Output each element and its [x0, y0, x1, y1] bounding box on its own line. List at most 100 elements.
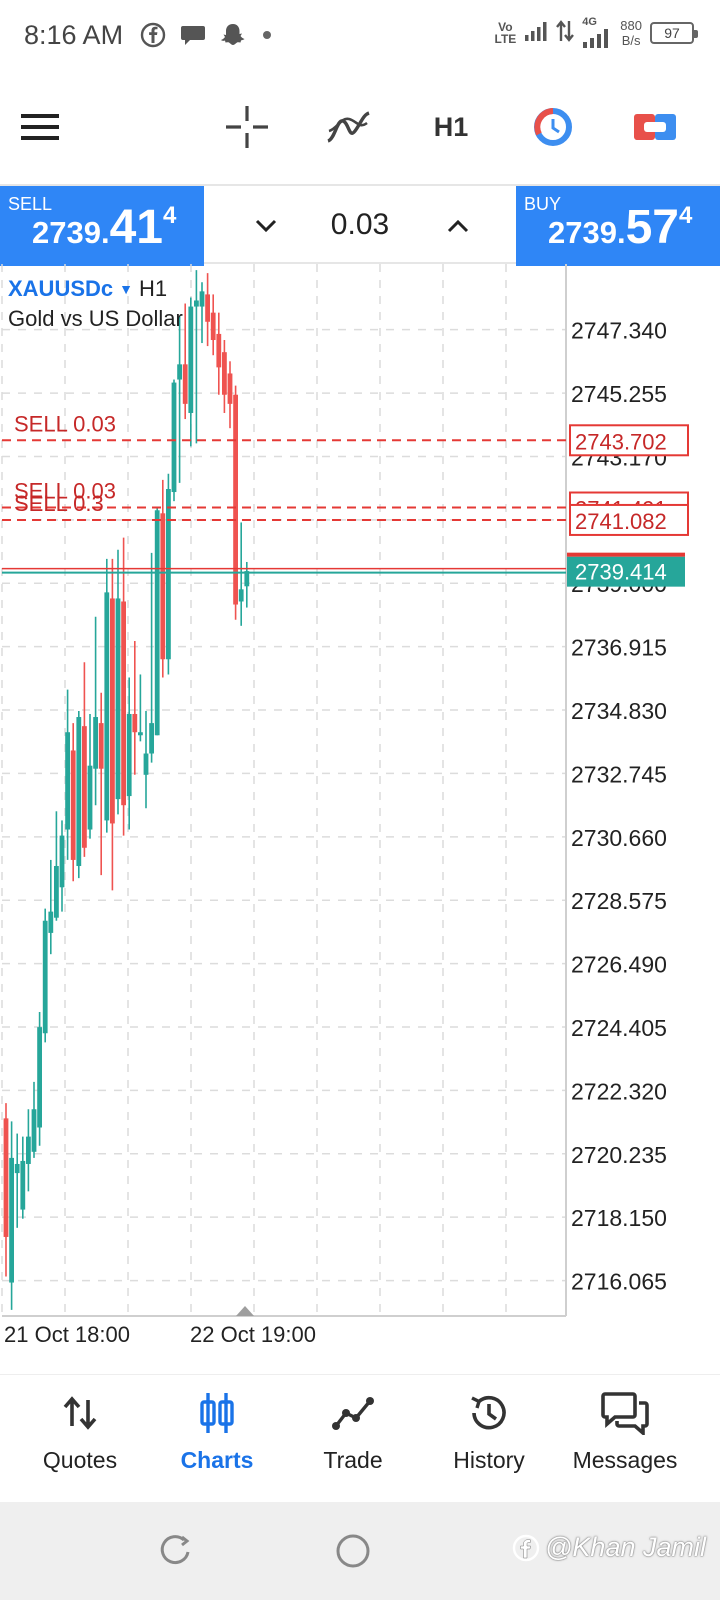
order-label: SELL 0.03 [14, 411, 116, 436]
chat-bubble-icon [180, 23, 206, 52]
notification-icons [140, 22, 274, 53]
volume-input[interactable]: 0.03 [330, 208, 390, 241]
nav-history[interactable]: History [419, 1385, 559, 1495]
one-click-trading-button[interactable] [530, 102, 576, 152]
trade-toggle-button[interactable] [632, 102, 678, 152]
volume-increase-button[interactable] [436, 204, 480, 248]
buy-price: 2739.574 [548, 201, 693, 254]
nav-quotes[interactable]: Quotes [10, 1385, 150, 1495]
candle-bearish [160, 513, 166, 660]
crosshair-icon [226, 106, 268, 148]
timeframe-button[interactable]: H1 [424, 102, 478, 152]
candle-bullish [194, 300, 199, 307]
signal-1-icon [524, 20, 548, 47]
price-tick-label: 2722.320 [571, 1078, 667, 1104]
candle-bullish [26, 1136, 31, 1164]
candle-bullish [143, 753, 149, 775]
messages-chat-icon [601, 1392, 649, 1435]
candle-bullish [188, 306, 194, 413]
charts-candles-icon [200, 1393, 234, 1433]
candle-bearish [182, 364, 188, 404]
data-transfer-icon [556, 19, 575, 48]
nav-charts[interactable]: Charts [147, 1385, 287, 1495]
more-dot-icon [260, 28, 274, 47]
order-price-box [569, 503, 689, 536]
candle-bullish [149, 723, 154, 754]
candle-bullish [42, 920, 48, 1034]
crosshair-button[interactable] [224, 102, 270, 152]
candle-bullish [93, 717, 98, 769]
watermark-text: @Khan Jamil [545, 1532, 706, 1562]
candle-bearish [222, 352, 227, 395]
history-clock-icon [471, 1395, 506, 1430]
indicators-button[interactable] [324, 102, 372, 152]
facebook-watermark-icon [512, 1534, 540, 1561]
recent-apps-button[interactable] [152, 1528, 198, 1574]
candle-bullish [138, 732, 143, 736]
candle-bullish [65, 732, 70, 830]
menu-button[interactable] [18, 102, 62, 152]
nav-quotes-label: Quotes [42, 1447, 118, 1473]
nav-history-label: History [453, 1447, 525, 1473]
volte-icon: Vo LTE [494, 20, 517, 46]
candle-bearish [233, 394, 238, 605]
nav-trade-label: Trade [323, 1447, 383, 1473]
candle-bullish [244, 571, 250, 587]
status-time: 8:16 AM [24, 20, 124, 50]
nav-messages-label: Messages [572, 1447, 678, 1473]
price-chart[interactable]: 2747.3402745.2552743.1702741.0852739.000… [0, 264, 720, 1374]
candle-bearish [132, 713, 138, 733]
buy-button[interactable]: BUY 2739.574 [516, 186, 720, 266]
price-tick-label: 2728.575 [571, 888, 667, 914]
price-tick-label: 2724.405 [571, 1015, 667, 1041]
status-right: Vo LTE 4G 880 B/s 97 [494, 16, 698, 48]
chart-toolbar: H1 [0, 82, 720, 172]
system-navigation-bar: @Khan Jamil [0, 1502, 720, 1600]
volume-decrease-button[interactable] [244, 204, 288, 248]
price-tick-label: 2736.915 [571, 635, 667, 661]
time-tick-label: 22 Oct 19:00 [190, 1322, 316, 1347]
trade-line-icon [332, 1397, 374, 1430]
sell-price: 2739.414 [32, 201, 177, 254]
candle-bullish [54, 866, 59, 918]
symbol-info: XAUUSDc ▼ H1 Gold vs US Dollar [8, 276, 183, 332]
signal-2-icon [583, 29, 609, 48]
candle-bullish [9, 1157, 14, 1283]
candle-bearish [216, 333, 222, 368]
price-tick-label: 2726.490 [571, 952, 667, 978]
price-tick-label: 2747.340 [571, 318, 667, 344]
price-tick-label: 2718.150 [571, 1205, 667, 1231]
status-bar: 8:16 AM Vo LTE 4G 880 B/s [0, 0, 720, 72]
quotes-arrows-icon [63, 1396, 97, 1430]
sell-button[interactable]: SELL 2739.414 [0, 186, 204, 266]
candle-bullish [177, 364, 182, 380]
symbol-name[interactable]: XAUUSDc [8, 276, 114, 301]
order-price-box [569, 424, 689, 457]
signal-2-4g: 4G [582, 16, 612, 48]
candle-bearish [210, 312, 216, 341]
recent-apps-icon [160, 1535, 190, 1565]
symbol-dropdown-icon[interactable]: ▼ [119, 281, 133, 297]
candle-bullish [20, 1160, 26, 1210]
bottom-navigation: Quotes Charts Trade History Messages [0, 1374, 720, 1502]
candle-bearish [82, 726, 87, 848]
facebook-icon [140, 22, 166, 53]
chevron-up-icon [447, 219, 469, 233]
candle-bullish [126, 713, 132, 797]
one-click-trading-icon [534, 108, 572, 146]
candle-bullish [31, 1109, 37, 1152]
home-button[interactable] [330, 1528, 376, 1574]
ask-price-marker [567, 552, 685, 557]
hamburger-menu-icon [21, 114, 59, 140]
nav-trade[interactable]: Trade [283, 1385, 423, 1495]
candle-bearish [227, 373, 233, 404]
price-tick-label: 2716.065 [571, 1269, 667, 1295]
candle-bullish [104, 592, 110, 821]
bid-price-box [567, 556, 685, 587]
candle-bullish [59, 835, 65, 888]
chart-canvas[interactable]: 2747.3402745.2552743.1702741.0852739.000… [0, 264, 720, 1374]
candle-bullish [166, 488, 171, 660]
nav-messages[interactable]: Messages [555, 1385, 695, 1495]
candle-bearish [205, 294, 210, 322]
price-tick-label: 2745.255 [571, 381, 667, 407]
